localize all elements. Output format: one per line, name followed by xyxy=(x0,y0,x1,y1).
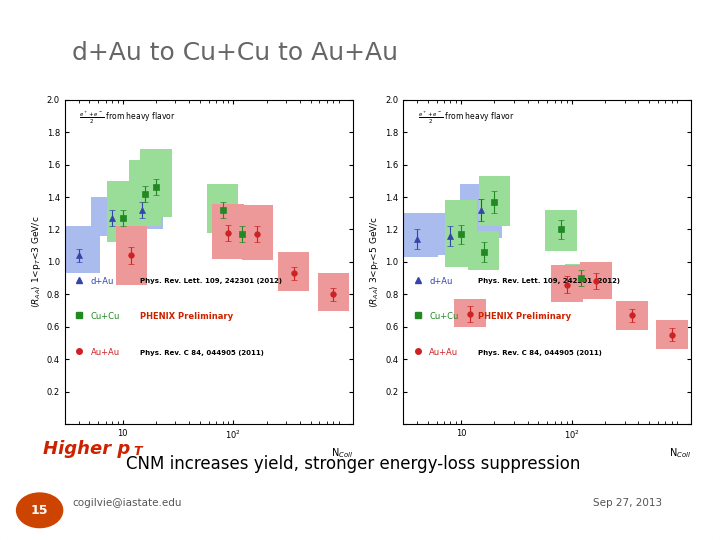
Text: PHENIX Preliminary: PHENIX Preliminary xyxy=(140,313,233,321)
Text: Phys. Rev. Lett. 109, 242301 (2012): Phys. Rev. Lett. 109, 242301 (2012) xyxy=(140,278,282,285)
Bar xyxy=(242,205,274,260)
Bar xyxy=(445,200,477,267)
Text: Au+Au: Au+Au xyxy=(429,348,458,357)
Bar xyxy=(460,184,502,238)
Bar xyxy=(656,320,688,349)
Y-axis label: $\langle R_{AA}\rangle$ 1<p$_T$<3 GeV/c: $\langle R_{AA}\rangle$ 1<p$_T$<3 GeV/c xyxy=(30,215,42,308)
Text: Higher p: Higher p xyxy=(43,440,130,458)
Text: Au+Au: Au+Au xyxy=(91,348,120,357)
Text: cogilvie@iastate.edu: cogilvie@iastate.edu xyxy=(72,498,181,508)
Bar xyxy=(468,231,500,270)
Text: d+Au to Cu+Cu to Au+Au: d+Au to Cu+Cu to Au+Au xyxy=(72,40,398,64)
Bar xyxy=(580,262,612,299)
Text: CNM increases yield, stronger energy-loss suppression: CNM increases yield, stronger energy-los… xyxy=(126,455,580,472)
Bar xyxy=(207,184,238,233)
Text: $\frac{e^++e^-}{2}$ from heavy flavor: $\frac{e^++e^-}{2}$ from heavy flavor xyxy=(418,110,514,126)
Bar xyxy=(212,204,244,259)
Text: Cu+Cu: Cu+Cu xyxy=(91,313,120,321)
Bar xyxy=(551,265,582,302)
Text: Phys. Rev. Lett. 109, 242301 (2012): Phys. Rev. Lett. 109, 242301 (2012) xyxy=(478,278,620,285)
Text: d+Au: d+Au xyxy=(429,277,452,286)
Bar xyxy=(479,176,510,226)
Y-axis label: $\langle R_{AA}\rangle$ 3<p$_T$<5 GeV/c: $\langle R_{AA}\rangle$ 3<p$_T$<5 GeV/c xyxy=(368,216,381,308)
Bar xyxy=(278,252,310,291)
Text: d+Au: d+Au xyxy=(91,277,114,286)
Bar xyxy=(564,264,596,294)
Bar xyxy=(107,181,138,242)
Bar xyxy=(58,226,99,273)
Bar xyxy=(545,210,577,251)
Bar xyxy=(122,189,163,230)
Bar xyxy=(396,213,438,257)
Text: N$_{Coll}$: N$_{Coll}$ xyxy=(669,447,691,461)
Text: 15: 15 xyxy=(31,504,48,517)
Bar xyxy=(318,273,349,310)
Bar xyxy=(430,213,472,255)
Bar xyxy=(116,226,148,285)
Bar xyxy=(130,160,161,226)
Bar xyxy=(91,197,133,236)
Text: Cu+Cu: Cu+Cu xyxy=(429,313,459,321)
Bar xyxy=(140,148,172,217)
Text: T: T xyxy=(133,445,142,458)
Text: Phys. Rev. C 84, 044905 (2011): Phys. Rev. C 84, 044905 (2011) xyxy=(478,349,602,356)
Bar xyxy=(454,299,486,327)
Bar xyxy=(616,301,648,330)
Text: Phys. Rev. C 84, 044905 (2011): Phys. Rev. C 84, 044905 (2011) xyxy=(140,349,264,356)
Text: $\frac{e^++e^-}{2}$ from heavy flavor: $\frac{e^++e^-}{2}$ from heavy flavor xyxy=(79,110,176,126)
Text: PHENIX Preliminary: PHENIX Preliminary xyxy=(478,313,571,321)
Text: N$_{Coll}$: N$_{Coll}$ xyxy=(330,447,353,461)
Bar xyxy=(226,210,258,254)
Text: Sep 27, 2013: Sep 27, 2013 xyxy=(593,498,662,508)
